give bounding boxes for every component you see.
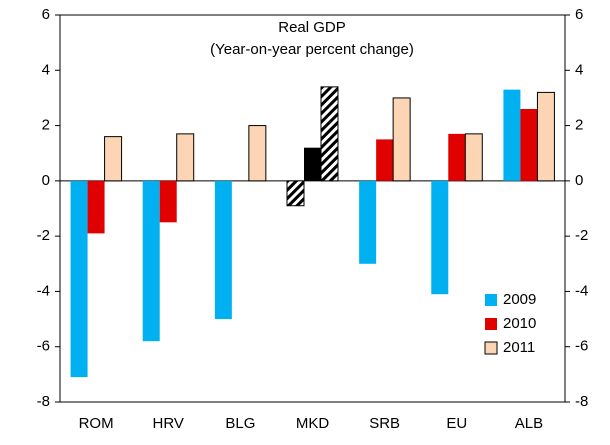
bar (536, 91, 555, 182)
y2-tick-label: 6 (575, 6, 583, 23)
chart-subtitle: (Year-on-year percent change) (210, 41, 414, 58)
legend-swatch (485, 318, 497, 330)
plot-frame (59, 14, 566, 403)
legend-label: 2009 (503, 291, 536, 308)
legend-label: 2010 (503, 315, 536, 332)
y-tick-label: 4 (42, 61, 50, 78)
bar (248, 125, 267, 182)
y2-tick-label: 0 (575, 172, 583, 189)
legend-swatch (484, 341, 498, 355)
bar (431, 180, 449, 295)
y-tick-label: 6 (42, 6, 50, 23)
y2-tick-label: -4 (575, 282, 588, 299)
bar (359, 180, 377, 264)
bar (104, 136, 123, 182)
bar (448, 133, 466, 181)
legend-swatch (485, 294, 497, 306)
y2-tick-label: 2 (575, 117, 583, 134)
bar (176, 133, 195, 182)
bar (286, 180, 305, 207)
y2-tick-label: 4 (575, 61, 583, 78)
y-tick-label: -4 (37, 282, 50, 299)
bar (503, 89, 521, 181)
bar (376, 139, 394, 181)
legend-label: 2011 (503, 339, 535, 356)
y-tick-label: -6 (37, 338, 50, 355)
x-tick-label: EU (446, 415, 467, 432)
bar (142, 180, 160, 342)
bar (159, 180, 177, 223)
y-tick-label: 2 (42, 117, 50, 134)
y2-tick-label: -6 (575, 338, 588, 355)
bar (464, 133, 483, 182)
bar (392, 97, 411, 182)
y-tick-label: -2 (37, 227, 50, 244)
x-tick-label: MKD (296, 415, 330, 432)
bar (214, 180, 232, 320)
y2-tick-label: -2 (575, 227, 588, 244)
y2-tick-label: -8 (575, 393, 588, 410)
bar (87, 180, 105, 234)
bar (520, 108, 538, 181)
x-tick-label: HRV (153, 415, 184, 432)
y-tick-label: -8 (37, 393, 50, 410)
x-tick-label: ROM (79, 415, 114, 432)
x-tick-label: SRB (369, 415, 400, 432)
x-tick-label: BLG (225, 415, 255, 432)
bar (320, 86, 339, 182)
bar (304, 147, 321, 181)
y-tick-label: 0 (42, 172, 50, 189)
chart-title: Real GDP (278, 19, 346, 36)
bar (70, 180, 88, 378)
x-tick-label: ALB (515, 415, 543, 432)
